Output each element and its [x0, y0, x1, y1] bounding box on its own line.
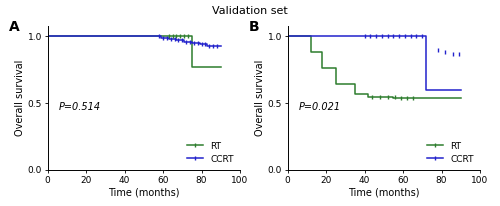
Text: A: A	[9, 20, 20, 34]
Text: B: B	[249, 20, 260, 34]
X-axis label: Time (months): Time (months)	[348, 187, 420, 197]
Legend: RT, CCRT: RT, CCRT	[425, 140, 476, 165]
Text: P=0.021: P=0.021	[299, 102, 341, 112]
Y-axis label: Overall survival: Overall survival	[15, 60, 25, 136]
Y-axis label: Overall survival: Overall survival	[255, 60, 265, 136]
X-axis label: Time (months): Time (months)	[108, 187, 180, 197]
Text: P=0.514: P=0.514	[59, 102, 101, 112]
Legend: RT, CCRT: RT, CCRT	[185, 140, 236, 165]
Text: Validation set: Validation set	[212, 6, 288, 16]
